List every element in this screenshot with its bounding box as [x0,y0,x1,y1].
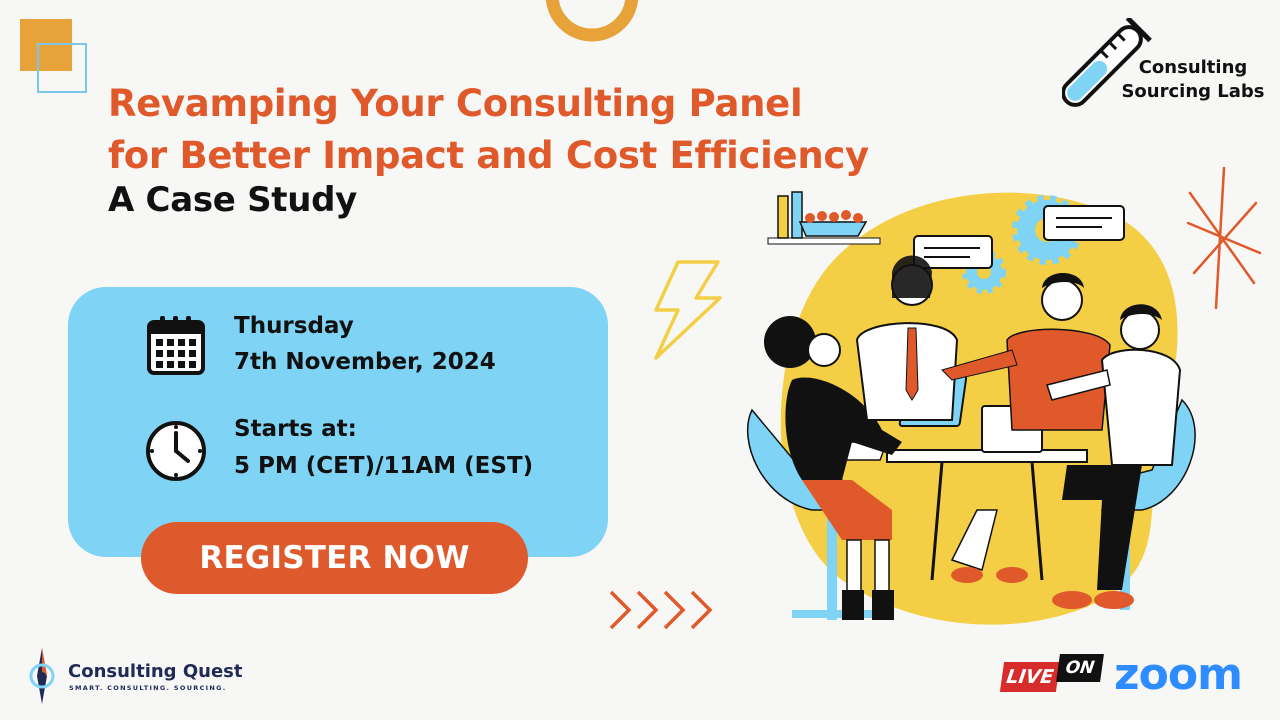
event-day: Thursday [234,313,354,339]
page-title: Revamping Your Consulting Panel for Bett… [108,78,1008,182]
title-line-1: Revamping Your Consulting Panel [108,82,803,125]
brand-line-1: Consulting [1138,57,1248,78]
compass-icon [29,648,55,704]
brand-line-2: Sourcing Labs [1121,81,1265,102]
decor-orange-square [20,19,72,71]
consulting-quest-tagline: SMART. CONSULTING. SOURCING. [69,684,227,692]
decor-blue-outline-square [37,43,87,93]
sparkle-icon [1186,166,1262,310]
chevron-arrows-icon [609,590,713,630]
decor-ring [545,0,639,42]
start-time: 5 PM (CET)/11AM (EST) [234,453,534,479]
brand-consulting-sourcing-labs: Consulting Sourcing Labs [1108,56,1278,104]
on-badge: ON [1056,654,1104,682]
team-meeting-illustration [747,191,1196,625]
test-tube-icon [1062,18,1152,107]
page-subtitle: A Case Study [108,180,358,220]
zoom-logo: zoom [1114,649,1243,700]
calendar-icon [147,316,205,375]
clock-icon [146,421,206,481]
register-now-button[interactable]: REGISTER NOW [141,522,528,594]
start-time-label: Starts at: [234,416,357,442]
live-badge: LIVE [999,662,1061,692]
title-line-2: for Better Impact and Cost Efficiency [108,134,869,177]
event-date: 7th November, 2024 [234,349,496,375]
lightning-bolt-icon [654,260,722,360]
consulting-quest-logo-name: Consulting Quest [68,661,243,682]
